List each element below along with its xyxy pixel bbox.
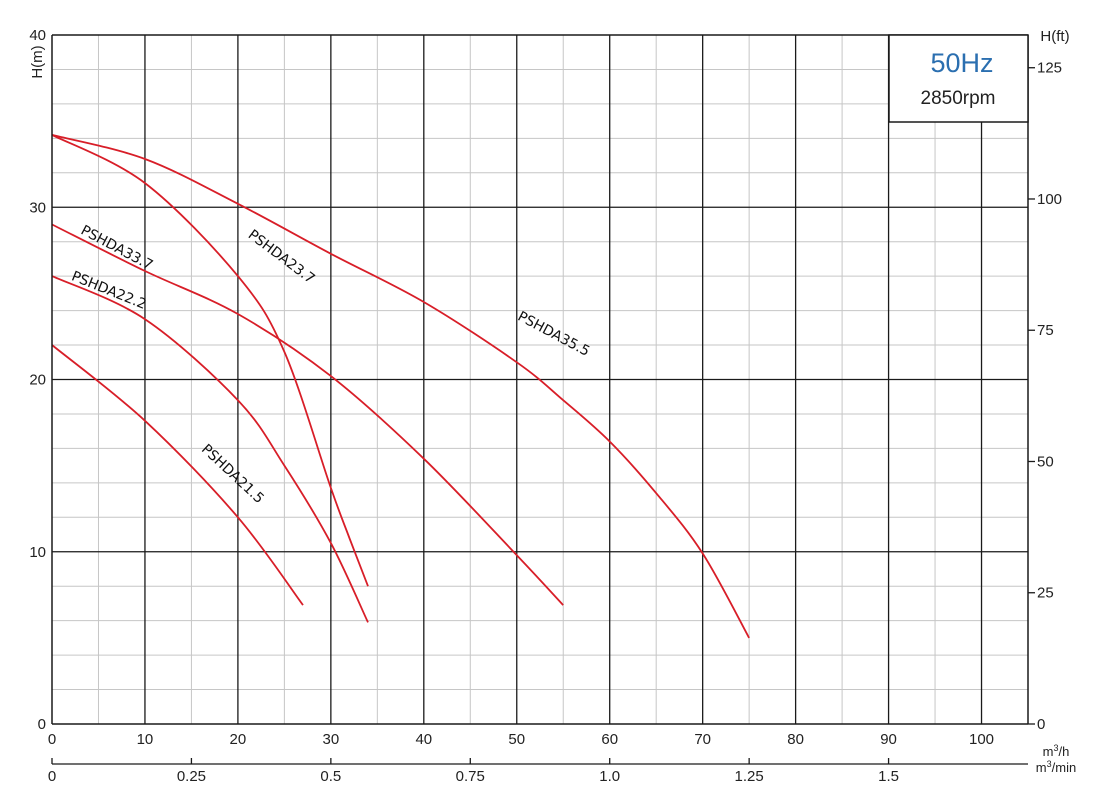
x-axis-unit-primary: m3/h — [1043, 743, 1070, 759]
x2-tick-label: 0.75 — [456, 768, 485, 785]
major-grid — [52, 35, 1028, 724]
info-box-frame — [888, 34, 1029, 123]
info-box: 50Hz 2850rpm — [888, 34, 1029, 123]
series-label-pshda22-2: PSHDA22.2 — [69, 268, 148, 312]
curve-pshda21-5 — [51, 344, 304, 606]
y-axis-left-title: H(m) — [29, 45, 46, 78]
series-label-pshda23-7: PSHDA23.7 — [245, 227, 318, 287]
x-tick-label: 30 — [323, 731, 340, 748]
axes — [51, 34, 1035, 765]
y2-tick-label: 50 — [1037, 453, 1054, 470]
series-label-pshda21-5: PSHDA21.5 — [198, 441, 267, 507]
x-tick-label: 80 — [787, 731, 804, 748]
performance-curves — [51, 134, 750, 639]
minor-grid — [52, 35, 1028, 724]
y2-tick-label: 0 — [1037, 716, 1045, 733]
x-tick-label: 0 — [48, 731, 56, 748]
x2-tick-label: 1.0 — [599, 768, 620, 785]
series-label-pshda35-5: PSHDA35.5 — [515, 309, 592, 360]
y-tick-label: 30 — [29, 199, 46, 216]
x-tick-label: 20 — [230, 731, 247, 748]
y-tick-label: 20 — [29, 372, 46, 389]
x2-tick-label: 0 — [48, 768, 56, 785]
x2-tick-label: 1.25 — [735, 768, 764, 785]
x-axis-unit-secondary: m3/min — [1036, 759, 1076, 775]
x-tick-label: 40 — [415, 731, 432, 748]
curve-pshda22-2 — [51, 275, 369, 623]
x-tick-label: 10 — [137, 731, 154, 748]
x-tick-label: 100 — [969, 731, 994, 748]
y-tick-label: 0 — [38, 716, 46, 733]
x2-tick-label: 0.25 — [177, 768, 206, 785]
curve-pshda35-5 — [51, 134, 750, 639]
x2-tick-label: 1.5 — [878, 768, 899, 785]
y-tick-label: 10 — [29, 544, 46, 561]
info-box-frequency: 50Hz — [930, 48, 993, 78]
y-tick-label: 40 — [29, 27, 46, 44]
curve-pshda33-7 — [51, 223, 564, 606]
x-tick-label: 70 — [694, 731, 711, 748]
y-axis-right-title: H(ft) — [1040, 28, 1069, 45]
series-label-pshda33-7: PSHDA33.7 — [78, 222, 155, 273]
x-tick-label: 90 — [880, 731, 897, 748]
x-tick-label: 60 — [601, 731, 618, 748]
y2-tick-label: 125 — [1037, 60, 1062, 77]
x-tick-label: 50 — [508, 731, 525, 748]
y2-tick-label: 100 — [1037, 191, 1062, 208]
info-box-speed: 2850rpm — [921, 88, 996, 109]
curve-pshda23-7 — [51, 134, 369, 587]
y2-tick-label: 75 — [1037, 322, 1054, 339]
y2-tick-label: 25 — [1037, 585, 1054, 602]
x2-tick-label: 0.5 — [320, 768, 341, 785]
